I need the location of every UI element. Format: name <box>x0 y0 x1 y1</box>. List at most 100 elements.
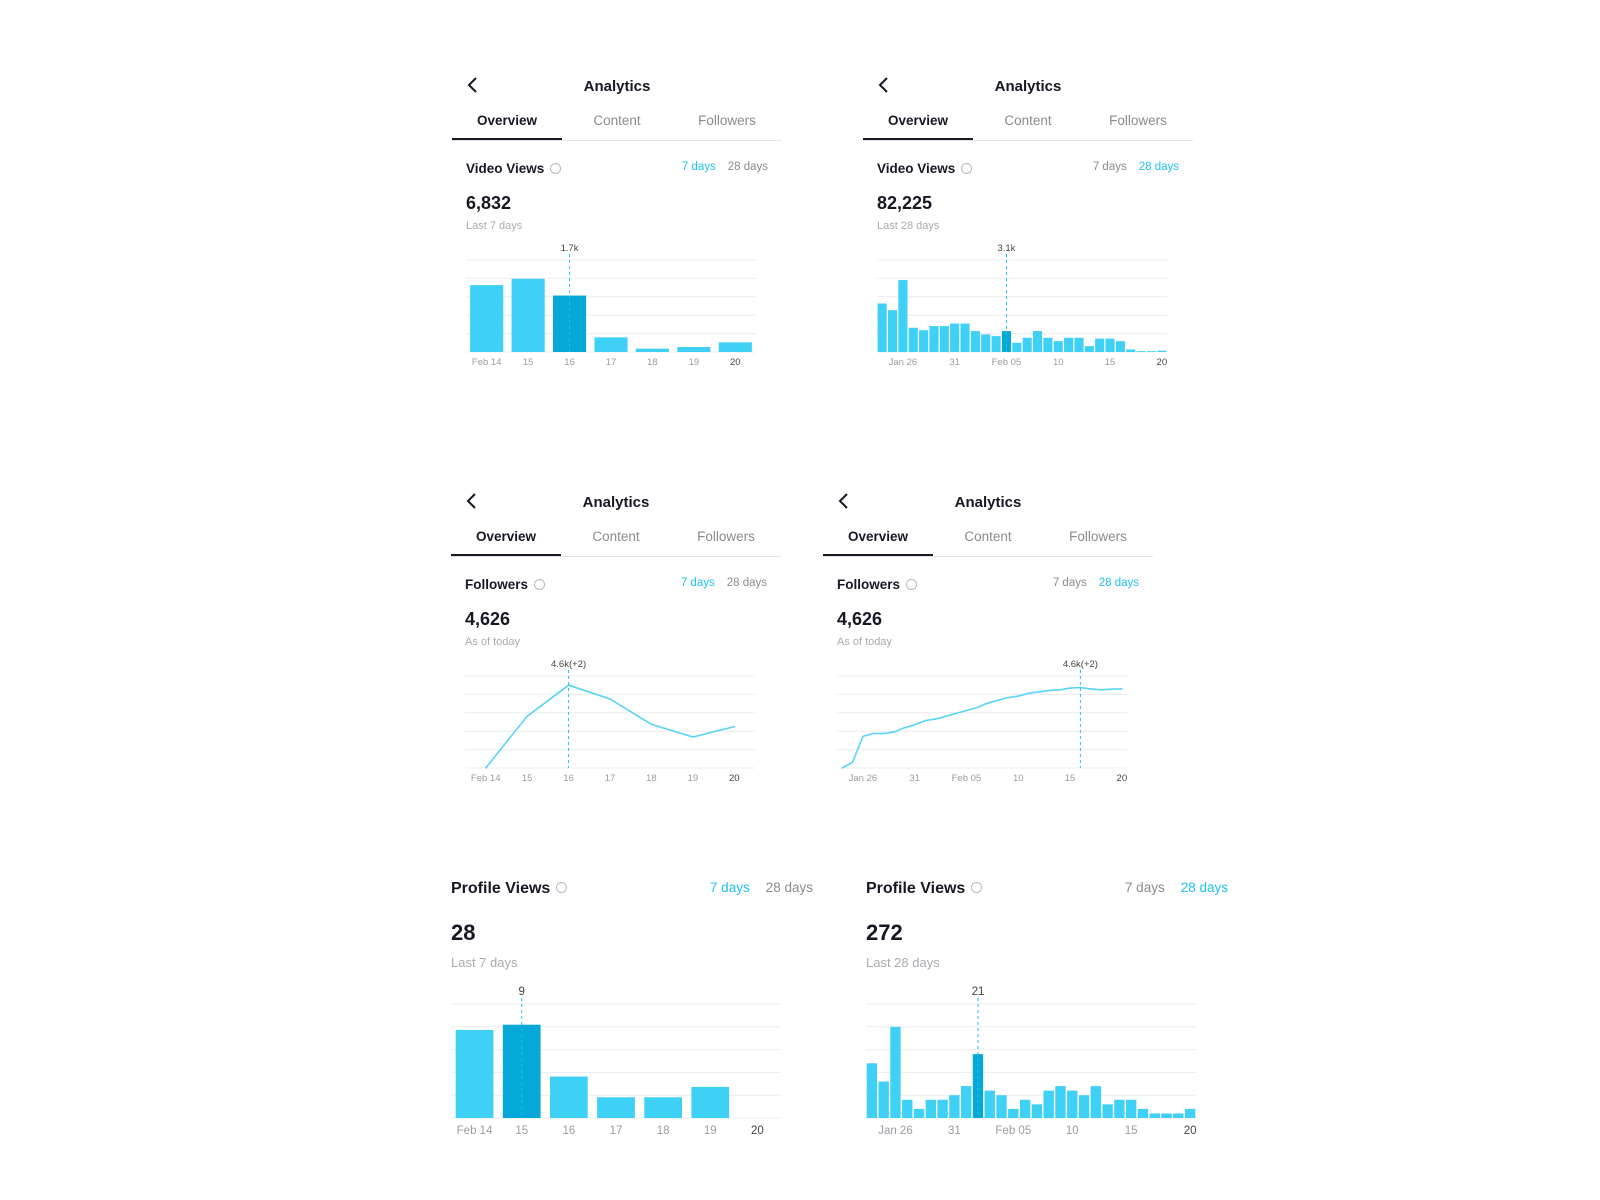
tab-bar: Overview Content Followers <box>863 106 1193 141</box>
tab-content[interactable]: Content <box>1004 113 1052 128</box>
tab-bar: Overview Content Followers <box>451 522 781 557</box>
metric-label: Video Views <box>466 161 545 176</box>
bar <box>1064 337 1074 352</box>
bar <box>1031 1104 1043 1118</box>
period-7-days[interactable]: 7 days <box>1124 880 1165 895</box>
bar <box>1078 1095 1090 1118</box>
x-tick-label: 16 <box>562 1125 575 1137</box>
tab-followers[interactable]: Followers <box>1069 529 1127 544</box>
bar <box>929 326 939 352</box>
bar <box>455 1029 494 1118</box>
x-tick-label: 19 <box>688 773 699 784</box>
x-tick-label: Jan 26 <box>849 773 878 784</box>
bar <box>1012 342 1022 352</box>
highlight-label: 9 <box>519 986 525 998</box>
tab-overview[interactable]: Overview <box>452 106 562 140</box>
x-tick-label: 31 <box>949 357 960 368</box>
tab-followers[interactable]: Followers <box>697 529 755 544</box>
page-title: Analytics <box>582 494 650 511</box>
tab-bar: Overview Content Followers <box>452 106 782 141</box>
bar <box>878 1081 889 1118</box>
chevron-left-icon[interactable] <box>463 492 481 510</box>
bar <box>950 323 960 352</box>
metric-value: 4,626 <box>465 609 511 629</box>
data-point <box>913 724 916 726</box>
bar <box>677 346 711 352</box>
bar <box>890 1026 901 1118</box>
period-toggle: 7 days 28 days <box>669 577 767 589</box>
x-tick-label: Jan 26 <box>878 1125 913 1137</box>
followers-line-chart: 4.6k(+2) Jan 26 31 Feb 05 10 15 20 <box>837 659 1127 784</box>
bar <box>1125 1099 1137 1118</box>
tab-followers[interactable]: Followers <box>698 113 756 128</box>
bar <box>470 285 504 352</box>
period-7-days[interactable]: 7 days <box>709 880 750 895</box>
data-point <box>934 718 937 720</box>
metric-value: 4,626 <box>837 609 883 629</box>
info-circle-icon[interactable] <box>550 162 562 174</box>
info-circle-icon[interactable] <box>971 882 983 894</box>
data-point <box>986 702 988 705</box>
x-tick-label: 31 <box>909 773 920 784</box>
metric-label: Followers <box>465 577 529 592</box>
chevron-left-icon[interactable] <box>464 76 482 94</box>
bar <box>960 323 970 352</box>
period-28-days[interactable]: 28 days <box>1098 577 1139 589</box>
info-circle-icon[interactable] <box>556 882 568 894</box>
data-point <box>1027 692 1030 695</box>
period-28-days[interactable]: 28 days <box>727 161 768 173</box>
metric-value: 82,225 <box>877 193 933 213</box>
data-point <box>893 731 895 733</box>
bar <box>1146 351 1157 352</box>
period-7-days[interactable]: 7 days <box>680 577 715 589</box>
data-point <box>1058 689 1061 691</box>
x-tick-label: Feb 14 <box>471 773 501 784</box>
tab-followers[interactable]: Followers <box>1109 113 1167 128</box>
tab-content[interactable]: Content <box>592 529 640 544</box>
bar <box>1105 338 1115 352</box>
chevron-left-icon[interactable] <box>835 492 853 510</box>
bar <box>1184 1108 1196 1118</box>
period-7-days[interactable]: 7 days <box>681 161 716 173</box>
metric-subtitle: As of today <box>465 636 521 648</box>
tab-content[interactable]: Content <box>593 113 641 128</box>
bar <box>887 310 898 352</box>
nav-bar: Analytics <box>452 62 782 106</box>
chevron-left-icon[interactable] <box>875 76 893 94</box>
period-7-days[interactable]: 7 days <box>1092 161 1127 173</box>
x-tick-label: 18 <box>657 1125 670 1137</box>
bar <box>1032 331 1043 352</box>
metric-label: Video Views <box>877 161 956 176</box>
metric-value: 6,832 <box>466 193 512 213</box>
bar <box>718 342 752 352</box>
period-28-days[interactable]: 28 days <box>765 880 813 895</box>
x-tick-label: 20 <box>1184 1125 1197 1137</box>
x-tick-label: Feb 14 <box>457 1125 493 1137</box>
data-point <box>733 725 736 728</box>
data-point <box>609 698 611 700</box>
metric-header: Followers 7 days 28 days <box>451 575 781 597</box>
tab-overview[interactable]: Overview <box>823 522 933 556</box>
tab-overview[interactable]: Overview <box>863 106 973 140</box>
bar <box>644 1097 682 1118</box>
tab-content[interactable]: Content <box>964 529 1012 544</box>
info-circle-icon[interactable] <box>961 162 973 174</box>
period-7-days[interactable]: 7 days <box>1052 577 1087 589</box>
info-circle-icon[interactable] <box>906 578 918 590</box>
metric-header: Video Views 7 days 28 days <box>863 159 1193 181</box>
bar <box>996 1095 1007 1118</box>
bar <box>937 1099 948 1118</box>
period-28-days[interactable]: 28 days <box>1180 880 1228 895</box>
period-28-days[interactable]: 28 days <box>726 577 767 589</box>
x-tick-label: Feb 05 <box>995 1125 1031 1137</box>
data-point <box>1038 691 1040 693</box>
info-circle-icon[interactable] <box>534 578 546 590</box>
bar <box>902 1099 913 1118</box>
data-point <box>924 719 926 722</box>
data-point <box>526 715 528 718</box>
data-point <box>1048 689 1051 692</box>
period-28-days[interactable]: 28 days <box>1138 161 1179 173</box>
data-point <box>976 706 978 709</box>
data-point <box>1121 688 1123 690</box>
tab-overview[interactable]: Overview <box>451 522 561 556</box>
